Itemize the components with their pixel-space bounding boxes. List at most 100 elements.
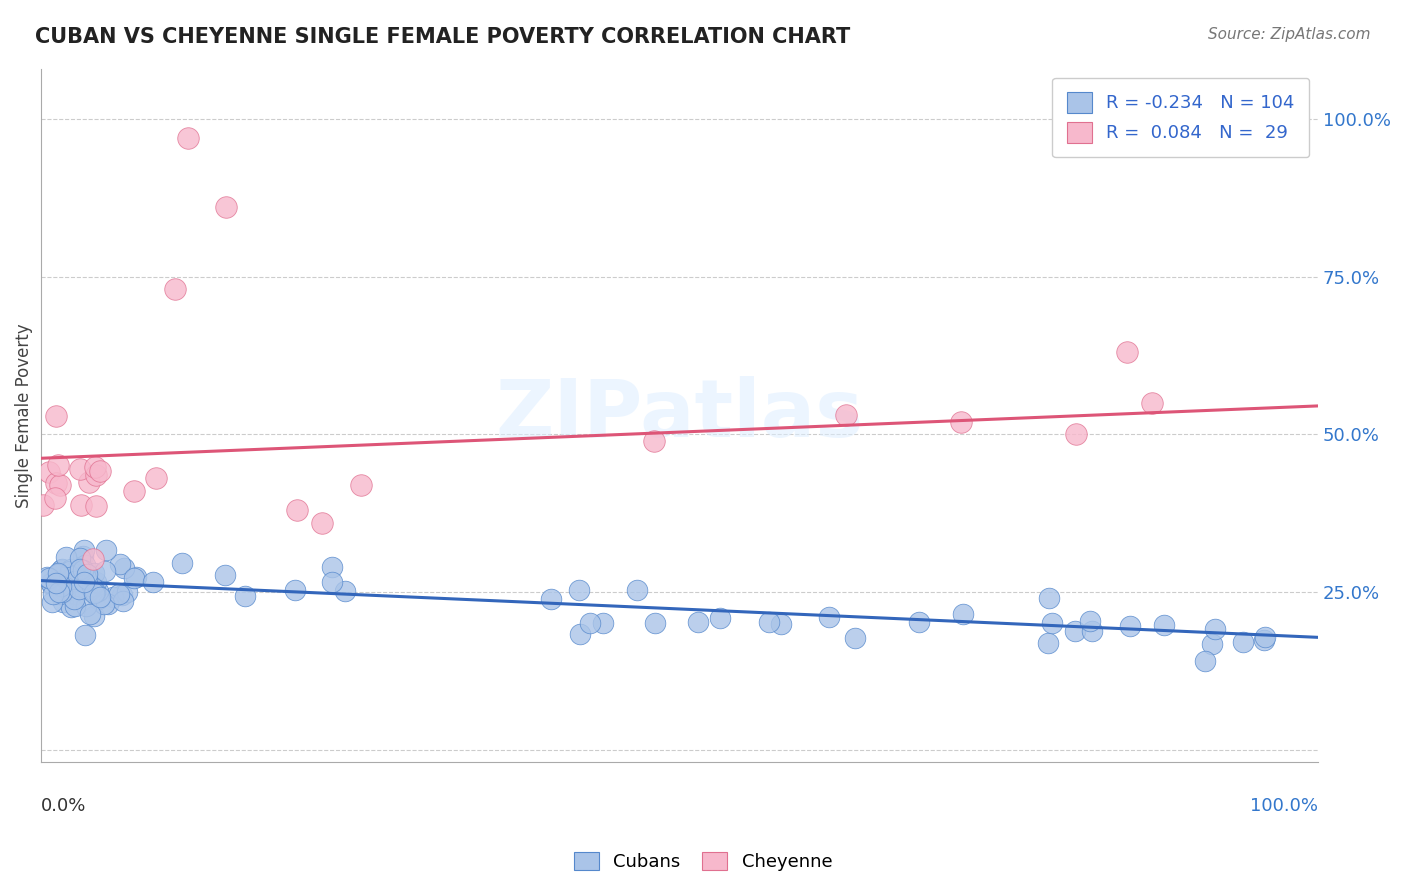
Text: 0.0%: 0.0% [41, 797, 87, 815]
Point [73, 574, 96, 589]
Point [45, 574, 67, 589]
Point [32, 498, 55, 512]
Point [122, 571, 145, 585]
Text: 100.0%: 100.0% [1250, 797, 1319, 815]
Point [321, 560, 343, 574]
Point [86, 467, 108, 482]
Point [87, 591, 110, 606]
Point [83, 566, 105, 581]
Point [35, 570, 58, 584]
Point [76, 572, 98, 586]
Point [46, 458, 69, 473]
Legend: Cubans, Cheyenne: Cubans, Cheyenne [567, 845, 839, 879]
Point [60, 562, 83, 576]
Point [770, 617, 793, 632]
Point [285, 503, 308, 517]
Point [49, 587, 72, 601]
Point [84, 575, 107, 590]
Point [76, 566, 98, 581]
Point [233, 589, 256, 603]
Point [62, 591, 84, 606]
Point [82, 579, 104, 593]
Point [333, 584, 356, 599]
Point [758, 615, 780, 630]
Point [1078, 615, 1101, 629]
Point [1036, 636, 1059, 650]
Point [1253, 630, 1275, 644]
Point [1201, 637, 1223, 651]
Point [349, 477, 371, 491]
Point [59, 564, 82, 578]
Point [97, 597, 120, 611]
Point [67, 582, 90, 597]
Point [72, 563, 94, 577]
Point [82, 552, 104, 566]
Point [69, 498, 91, 512]
Point [51, 585, 73, 599]
Point [60, 600, 83, 615]
Point [818, 610, 841, 624]
Point [79, 607, 101, 622]
Point [51, 579, 73, 593]
Point [949, 415, 972, 429]
Point [1140, 396, 1163, 410]
Point [55, 550, 77, 565]
Point [45, 409, 67, 423]
Point [63, 574, 86, 589]
Point [1232, 635, 1254, 649]
Point [38, 465, 60, 479]
Point [311, 516, 333, 530]
Point [1119, 619, 1142, 633]
Point [73, 558, 96, 573]
Point [1253, 632, 1275, 647]
Y-axis label: Single Female Poverty: Single Female Poverty [15, 323, 32, 508]
Point [170, 556, 193, 570]
Point [592, 615, 614, 630]
Point [101, 590, 124, 604]
Point [53, 583, 76, 598]
Point [94, 564, 117, 578]
Point [215, 200, 238, 214]
Point [63, 599, 86, 613]
Point [49, 478, 72, 492]
Point [145, 470, 167, 484]
Point [569, 627, 592, 641]
Point [44, 491, 66, 506]
Point [709, 611, 731, 625]
Point [60, 574, 83, 588]
Point [321, 575, 343, 590]
Point [540, 592, 562, 607]
Point [844, 631, 866, 645]
Point [1040, 615, 1063, 630]
Point [77, 475, 100, 489]
Point [73, 543, 96, 558]
Point [89, 464, 111, 478]
Point [63, 586, 86, 600]
Point [1064, 624, 1087, 639]
Point [45, 576, 67, 591]
Point [51, 562, 73, 576]
Point [75, 628, 97, 642]
Point [60, 570, 83, 584]
Point [165, 282, 187, 296]
Point [69, 562, 91, 576]
Point [108, 558, 131, 572]
Point [214, 568, 236, 582]
Point [568, 583, 591, 598]
Point [41, 587, 63, 601]
Point [77, 569, 100, 583]
Point [53, 580, 76, 594]
Point [284, 582, 307, 597]
Point [110, 588, 132, 602]
Point [688, 615, 710, 630]
Point [643, 434, 665, 448]
Point [177, 131, 200, 145]
Text: ZIPatlas: ZIPatlas [495, 376, 863, 454]
Point [578, 615, 600, 630]
Text: CUBAN VS CHEYENNE SINGLE FEMALE POVERTY CORRELATION CHART: CUBAN VS CHEYENNE SINGLE FEMALE POVERTY … [35, 27, 851, 46]
Point [46, 566, 69, 581]
Point [115, 585, 138, 599]
Point [46, 566, 69, 581]
Point [84, 499, 107, 513]
Point [72, 549, 94, 563]
